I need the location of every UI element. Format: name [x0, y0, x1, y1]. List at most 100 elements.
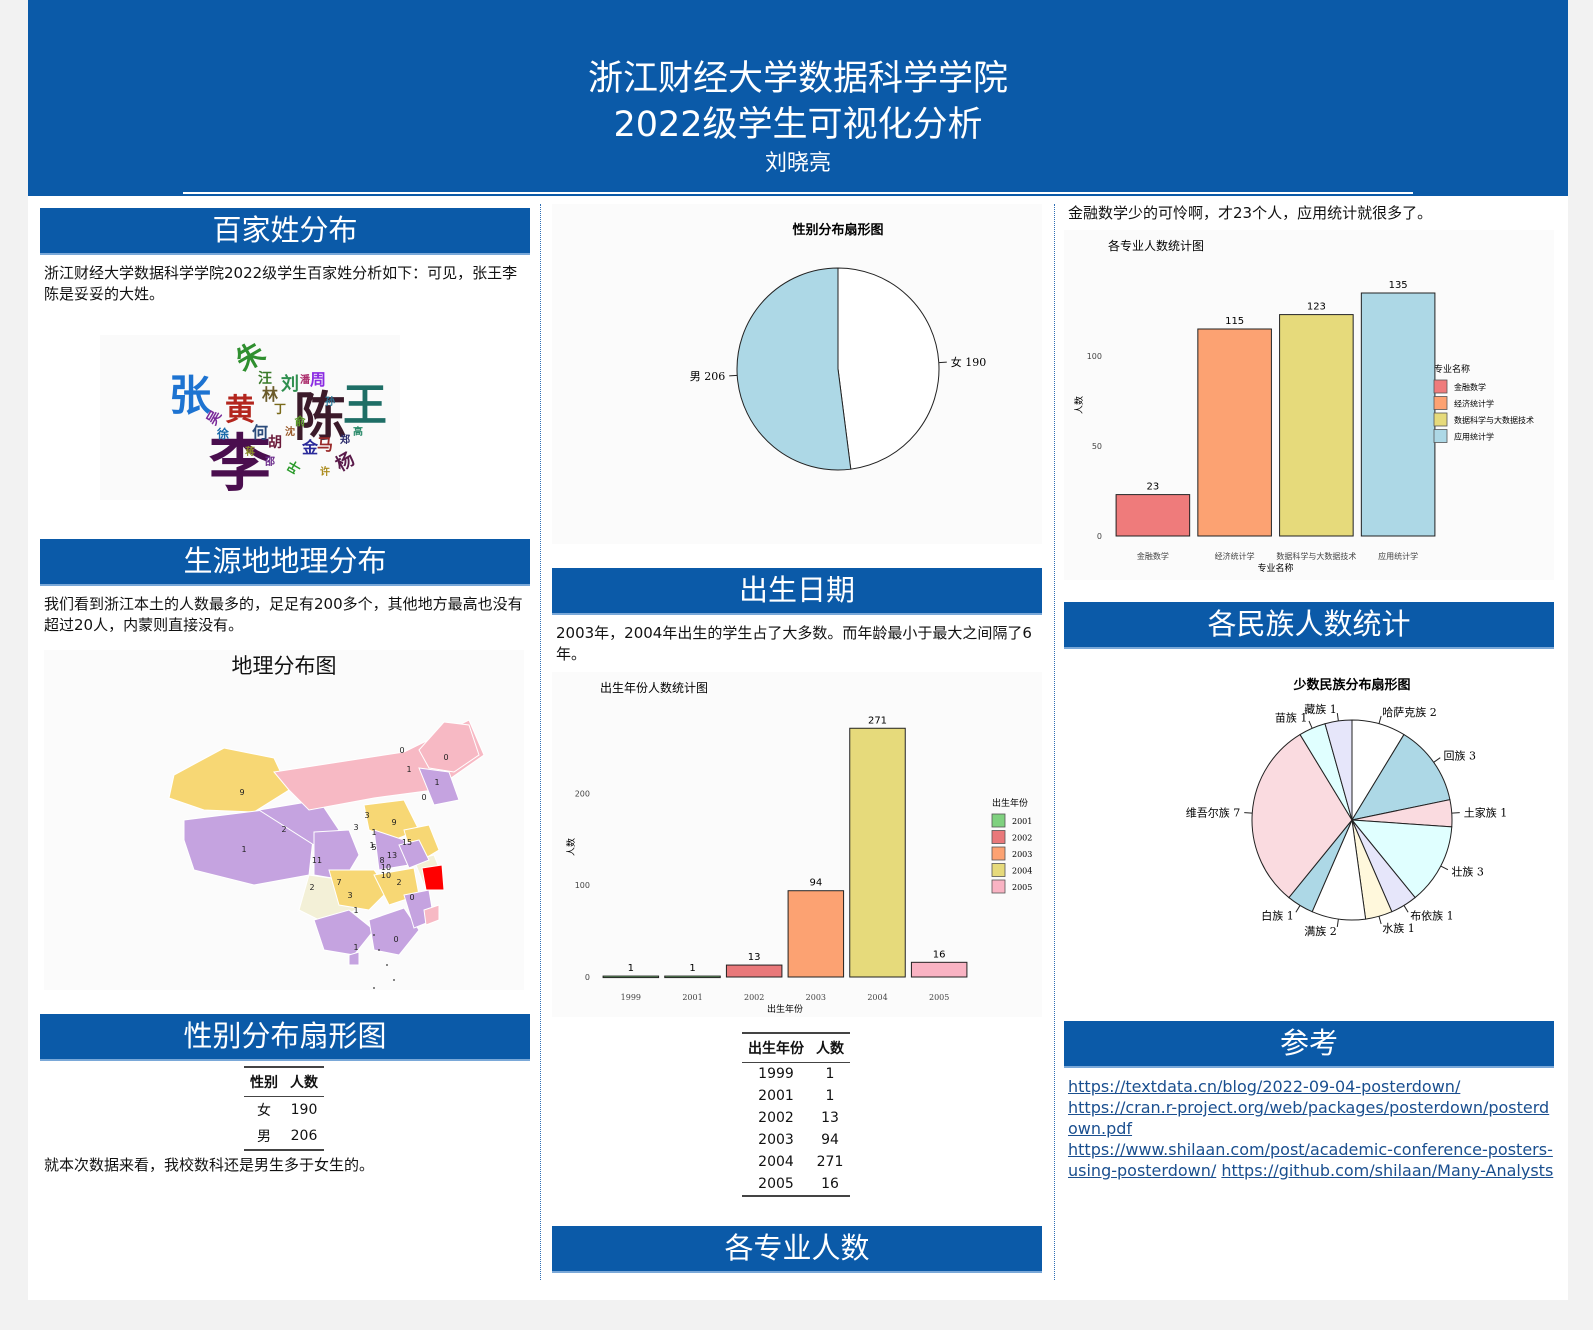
bar-value-label: 94: [809, 878, 822, 889]
table-cell: 1: [825, 1088, 835, 1104]
table-row: 2002 13: [742, 1107, 850, 1129]
table-row: 2004 271: [742, 1151, 850, 1173]
poster-author: 刘晓亮: [764, 151, 831, 176]
bar: [725, 964, 783, 978]
column-divider-1: [540, 204, 541, 1280]
map-value-label: 9: [239, 788, 244, 797]
table-cell: 190: [290, 1102, 318, 1118]
section-title-major: 各专业人数: [552, 1226, 1042, 1273]
poster-title-line1: 浙江财经大学数据科学学院: [587, 59, 1008, 99]
x-tick-label: 2005: [929, 993, 949, 1002]
table-row: 女 190: [244, 1097, 324, 1124]
bar-value-label: 271: [868, 715, 887, 726]
reference-link[interactable]: https://cran.r-project.org/web/packages/…: [1068, 1098, 1550, 1138]
map-value-label: 8: [379, 856, 384, 865]
pie-label: 白族 1: [1261, 909, 1294, 923]
map-value-label: 10: [381, 863, 391, 872]
pie-label: 苗族 1: [1275, 710, 1308, 724]
map-value-label: 2: [396, 878, 401, 887]
reference-link[interactable]: https://textdata.cn/blog/2022-09-04-post…: [1068, 1077, 1461, 1096]
table-row: 2001 1: [742, 1085, 850, 1107]
bar-value-label: 135: [1389, 280, 1408, 291]
wordcloud-word: 叶: [285, 459, 304, 478]
major-text: 金融数学少的可怜啊，才23个人，应用统计就很多了。: [1068, 204, 1433, 222]
reference-link[interactable]: https://github.com/shilaan/Many-Analysts: [1221, 1161, 1554, 1180]
pie-leader: [1440, 865, 1449, 871]
map-province: [423, 904, 440, 926]
table-cell: 2005: [742, 1173, 810, 1197]
legend-label: 应用统计学: [1454, 432, 1494, 442]
x-tick-label: 经济统计学: [1215, 551, 1255, 561]
table-cell: 2004: [758, 1154, 794, 1170]
x-tick-label: 2003: [806, 993, 826, 1002]
x-tick-label: 2004: [867, 993, 887, 1002]
map-value-label: 1: [369, 841, 374, 850]
gender-text: 就本次数据来看，我校数科还是男生多于女生的。: [44, 1156, 375, 1174]
wordcloud-word: 汪: [258, 370, 272, 387]
table-cell: 1: [825, 1066, 835, 1082]
map-province: [328, 869, 390, 911]
column-left: 百家姓分布 浙江财经大学数据科学学院2022级学生百家姓分析如下：可见，张王李陈…: [40, 200, 530, 1280]
map-province: [313, 829, 360, 881]
x-tick-label: 2002: [744, 993, 764, 1002]
wordcloud-word: 潘: [300, 373, 311, 386]
pie-label: 布依族 1: [1410, 909, 1454, 923]
reference-link[interactable]: https://www.shilaan.com/post/academic-co…: [1068, 1140, 1553, 1180]
wordcloud-word: 邵: [264, 456, 275, 468]
map-value-label: 15: [402, 838, 412, 847]
map-province: [168, 747, 290, 813]
wordcloud-word: 刘: [281, 373, 299, 395]
map-value-label: 9: [391, 818, 396, 827]
legend-label: 金融数学: [1454, 382, 1486, 392]
legend-swatch: [991, 846, 1006, 861]
x-tick-label: 金融数学: [1137, 551, 1169, 561]
map-value-label: 0: [399, 746, 404, 755]
bar: [787, 890, 845, 978]
y-tick-label: 50: [1092, 442, 1102, 451]
legend-swatch: [991, 830, 1006, 844]
table-cell: 16: [810, 1173, 850, 1197]
column-right: 金融数学少的可怜啊，才23个人，应用统计就很多了。 各专业人数统计图 0 50 100…: [1064, 200, 1556, 1280]
chart-title: 出生年份人数统计图: [600, 680, 708, 695]
major-bar-svg: 各专业人数统计图 0 50 100 人数 23 金融数学 115 经济统计学 123 数据科学与大数…: [1073, 238, 1534, 574]
gender-pie-chart: 性别分布扇形图女 190 男 206: [552, 204, 1042, 544]
pie-leader: [1336, 919, 1339, 928]
bar: [1279, 314, 1354, 537]
x-axis-label: 出生年份: [767, 1003, 803, 1015]
map-value-label: 1: [406, 765, 411, 774]
wordcloud-word: 高: [353, 425, 363, 438]
legend-swatch: [1433, 429, 1448, 443]
x-axis-label: 专业名称: [1257, 562, 1293, 574]
map-value-label: 2: [309, 883, 314, 892]
bar: [1115, 494, 1191, 537]
y-tick-label: 200: [575, 789, 590, 798]
wordcloud-word: 郑: [340, 433, 350, 446]
wordcloud-word: 张: [169, 371, 211, 420]
map-value-label: 11: [312, 856, 322, 865]
map-value-label: 0: [421, 793, 426, 802]
pie-leader: [1378, 916, 1382, 925]
map-value-label: 3: [353, 823, 358, 832]
section-title-geo: 生源地地理分布: [40, 539, 530, 586]
map-value-label: 1: [353, 943, 358, 952]
wordcloud-word: 沈: [285, 425, 295, 438]
map-value-label: 2: [281, 825, 286, 834]
table-cell: 女: [257, 1103, 271, 1119]
table-row: 男 206: [244, 1123, 324, 1151]
x-tick-label: 应用统计学: [1378, 551, 1418, 561]
y-tick-label: 100: [575, 881, 590, 890]
table-cell: 206: [284, 1123, 324, 1151]
pie-label: 土家族 1: [1464, 805, 1508, 819]
wordcloud-word: 丁: [274, 402, 286, 416]
geo-map: 地理分布图 9 2 1 11 2 3 1 7 3 10 1 2 0 0 1 3 1 5 9 13 15 10 8 0 1 0 1 0: [44, 650, 524, 990]
wordcloud-word: 胡: [268, 434, 282, 451]
table-cell: 男: [244, 1123, 284, 1151]
chart-title: 各专业人数统计图: [1108, 238, 1204, 253]
pie-leader: [1308, 720, 1313, 729]
bar-value-label: 1: [689, 963, 695, 974]
wordcloud-word: 黄: [225, 393, 255, 428]
poster-title-line2: 2022级学生可视化分析: [613, 105, 983, 145]
section-title-gender: 性别分布扇形图: [40, 1014, 530, 1061]
